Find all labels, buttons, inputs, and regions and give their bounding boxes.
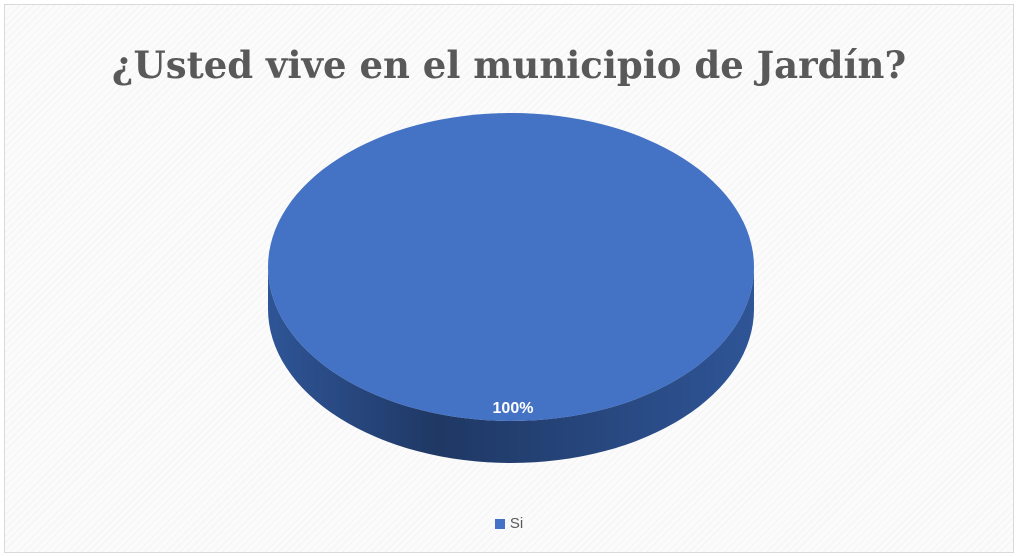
legend-label-si: Si <box>509 515 524 532</box>
chart-area: ¿Usted vive en el municipio de Jardín? 1… <box>4 4 1014 553</box>
data-label-si: 100% <box>493 400 534 417</box>
legend-swatch-si <box>494 518 505 529</box>
pie-slice-side-si <box>268 267 754 463</box>
pie-chart: 100% <box>268 113 754 463</box>
legend: Si <box>5 515 1013 532</box>
chart-title: ¿Usted vive en el municipio de Jardín? <box>111 43 907 87</box>
pie-slice-si <box>268 113 754 421</box>
